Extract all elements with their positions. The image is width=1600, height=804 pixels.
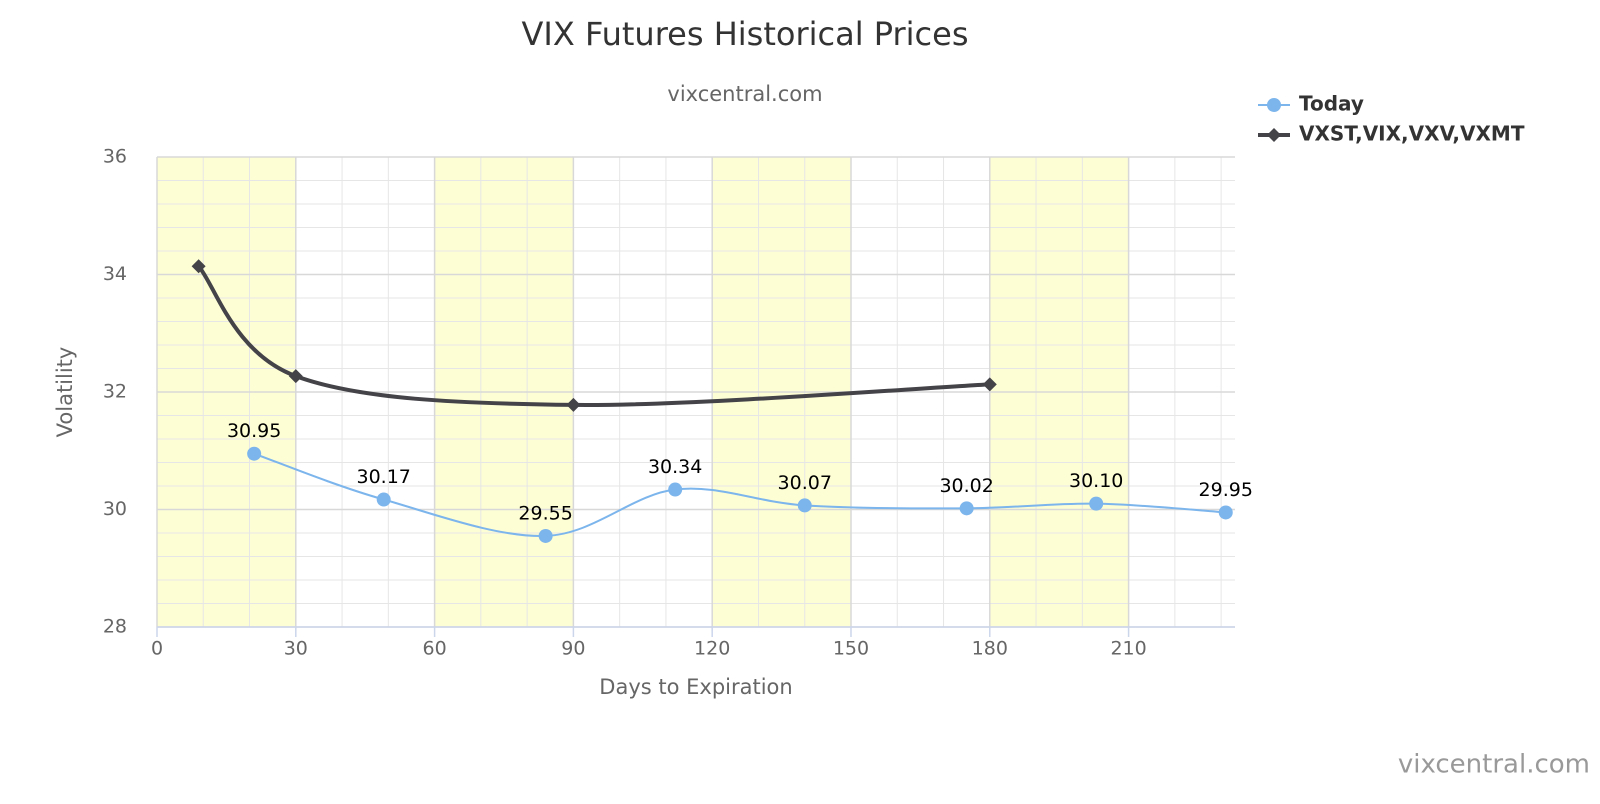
data-label: 29.95 [1199, 479, 1253, 501]
legend-label: Today [1299, 92, 1364, 116]
legend-marker [1267, 98, 1281, 112]
data-label: 30.34 [648, 456, 702, 478]
data-label: 30.10 [1069, 470, 1123, 492]
chart-subtitle: vixcentral.com [667, 82, 822, 106]
point-marker [1089, 496, 1104, 511]
y-axis-title: Volatility [53, 347, 77, 438]
x-tick-label: 180 [972, 638, 1008, 660]
y-tick-label: 30 [103, 498, 127, 520]
data-label: 30.07 [778, 472, 832, 494]
x-tick-label: 30 [284, 638, 308, 660]
point-marker [982, 377, 997, 392]
point-marker [959, 501, 974, 516]
x-tick-label: 0 [151, 638, 163, 660]
chart-title: VIX Futures Historical Prices [522, 15, 969, 53]
x-tick-label: 150 [833, 638, 869, 660]
point-marker [1218, 505, 1233, 520]
x-tick-label: 210 [1110, 638, 1146, 660]
data-label: 30.02 [939, 475, 993, 497]
point-marker [797, 498, 812, 513]
x-tick-label: 120 [694, 638, 730, 660]
point-marker [247, 446, 262, 461]
point-marker [566, 397, 581, 412]
y-tick-label: 34 [103, 263, 127, 285]
series-line [253, 452, 1226, 537]
y-tick-label: 36 [103, 146, 127, 168]
series-line [197, 264, 990, 407]
data-label: 29.55 [518, 502, 572, 524]
data-label: 30.95 [227, 420, 281, 442]
legend-marker [1267, 128, 1281, 142]
point-marker [668, 482, 683, 497]
point-marker [376, 492, 391, 507]
point-marker [191, 259, 206, 274]
y-tick-label: 28 [103, 616, 127, 638]
data-label: 30.17 [357, 466, 411, 488]
x-tick-label: 60 [423, 638, 447, 660]
legend-label: VXST,VIX,VXV,VXMT [1299, 122, 1525, 146]
point-marker [288, 369, 303, 384]
credits: vixcentral.com [1398, 750, 1590, 780]
y-tick-label: 32 [103, 381, 127, 403]
point-marker [538, 528, 553, 543]
x-axis-title: Days to Expiration [599, 675, 792, 699]
x-tick-label: 90 [561, 638, 585, 660]
